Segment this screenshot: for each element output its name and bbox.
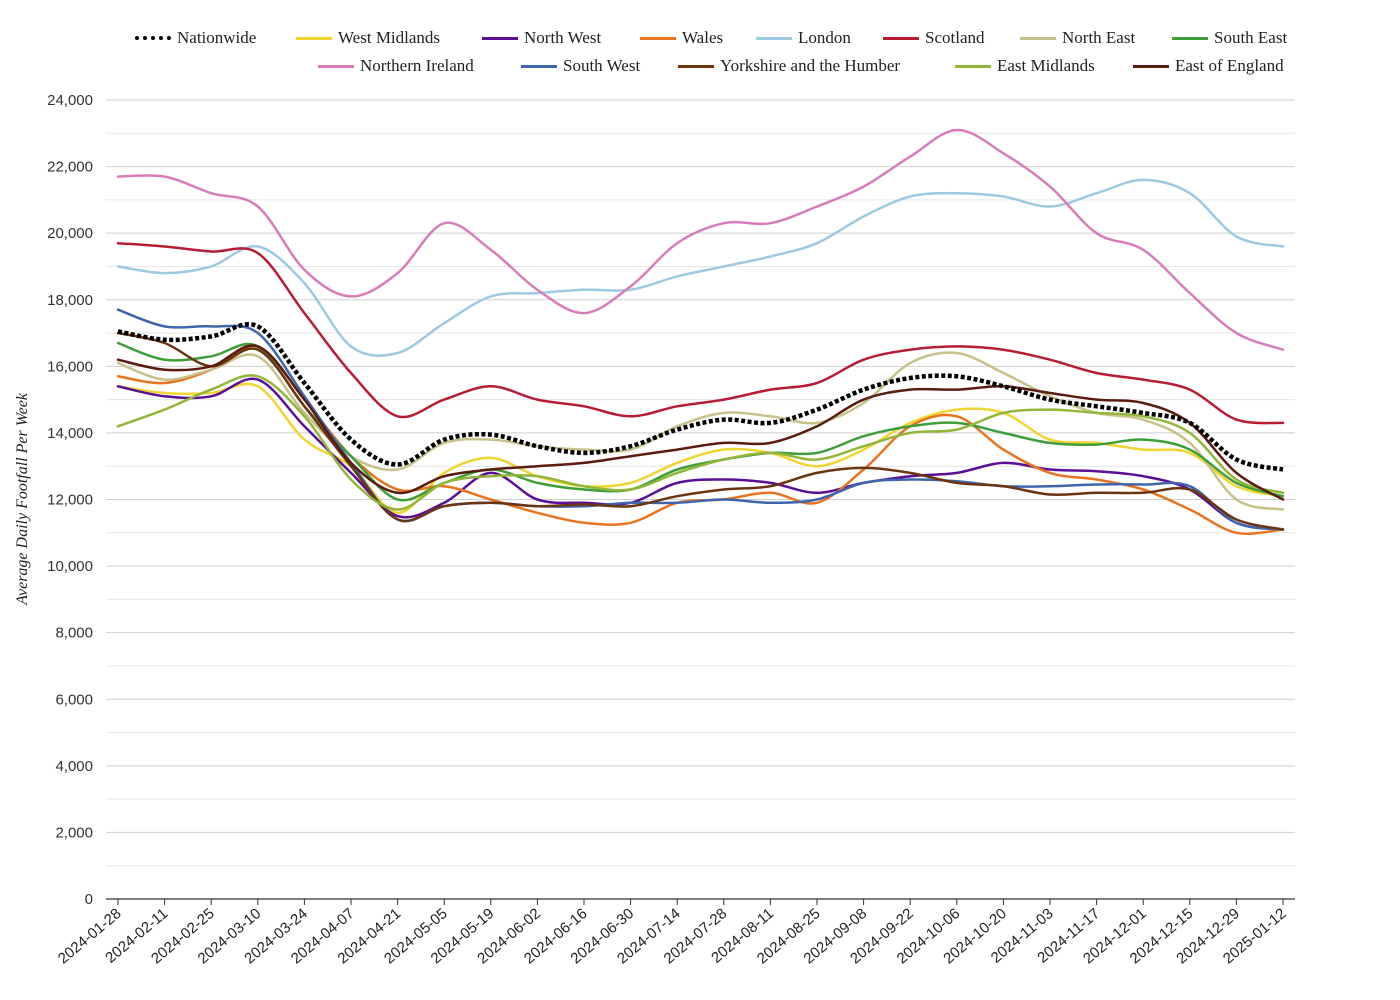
series-line-scotland	[116, 241, 1285, 425]
y-tick-label: 20,000	[47, 225, 93, 242]
y-tick-label: 16,000	[47, 358, 93, 375]
legend-item-east-of-england: East of England	[1133, 56, 1284, 76]
legend-label: London	[798, 28, 851, 47]
series-lines	[116, 128, 1285, 535]
legend-swatch	[955, 64, 991, 68]
y-tick-label: 18,000	[47, 292, 93, 309]
series-line-london	[116, 178, 1285, 357]
legend-row: Northern Ireland South West Yorkshire and …	[0, 56, 1400, 84]
y-tick-label: 2,000	[55, 824, 93, 841]
legend-item-northern-ireland: Northern Ireland	[318, 56, 474, 76]
legend-swatch	[318, 64, 354, 68]
legend-label: Wales	[682, 28, 724, 47]
legend-label: North East	[1062, 28, 1136, 47]
legend-swatch	[296, 36, 332, 40]
y-tick-label: 22,000	[47, 159, 93, 176]
legend-label: North West	[524, 28, 602, 47]
legend-item-scotland: Scotland	[883, 28, 985, 48]
legend-item-north-west: North West	[482, 28, 601, 48]
legend-label: Yorkshire and the Humber	[720, 56, 901, 75]
legend-label: South West	[563, 56, 641, 75]
legend-label: East of England	[1175, 56, 1284, 75]
series-line-yorkshire-and-the-humber	[116, 331, 1285, 531]
series-line-east-midlands	[116, 374, 1285, 511]
legend-item-south-east: South East	[1172, 28, 1287, 48]
legend-item-north-east: North East	[1020, 28, 1135, 48]
legend-swatch	[135, 36, 171, 40]
legend-item-nationwide: Nationwide	[135, 28, 256, 48]
y-tick-label: 14,000	[47, 425, 93, 442]
series-line-northern-ireland	[116, 128, 1285, 351]
legend-swatch	[1020, 36, 1056, 40]
legend-swatch	[756, 36, 792, 40]
legend-swatch	[883, 36, 919, 40]
y-tick-label: 0	[85, 891, 93, 908]
legend-item-yorkshire-and-the-humber: Yorkshire and the Humber	[678, 56, 900, 76]
y-axis: 0 2,000 4,000 6,000 8,000 10,000 12,000 14,000 1…	[47, 92, 93, 908]
y-tick-label: 10,000	[47, 558, 93, 575]
series-line-south-west	[116, 308, 1285, 531]
legend-swatch	[640, 36, 676, 40]
legend-row: Nationwide West Midlands North West Wales Lo…	[0, 28, 1400, 56]
legend-item-south-west: South West	[521, 56, 640, 76]
legend-swatch	[521, 64, 557, 68]
series-line-west-midlands	[116, 382, 1285, 515]
legend-label: East Midlands	[997, 56, 1095, 75]
y-tick-label: 6,000	[55, 691, 93, 708]
legend-label: Northern Ireland	[360, 56, 474, 75]
y-tick-label: 4,000	[55, 758, 93, 775]
legend-item-east-midlands: East Midlands	[955, 56, 1095, 76]
chart-legend: Nationwide West Midlands North West Wales Lo…	[0, 28, 1400, 84]
legend-swatch	[1133, 64, 1169, 68]
series-line-north-west	[116, 377, 1285, 531]
series-line-nationwide	[117, 322, 1284, 472]
x-axis: 2024-01-282024-02-112024-02-252024-03-10…	[55, 898, 1295, 967]
y-tick-label: 12,000	[47, 492, 93, 509]
legend-item-west-midlands: West Midlands	[296, 28, 440, 48]
legend-swatch	[1172, 36, 1208, 40]
legend-swatch	[678, 64, 714, 68]
legend-item-london: London	[756, 28, 851, 48]
legend-label: Nationwide	[177, 28, 257, 47]
legend-label: South East	[1214, 28, 1288, 47]
legend-swatch	[482, 36, 518, 40]
legend-label: Scotland	[925, 28, 985, 47]
series-line-east-of-england	[116, 344, 1285, 501]
y-tick-label: 8,000	[55, 625, 93, 642]
legend-item-wales: Wales	[640, 28, 723, 48]
legend-label: West Midlands	[338, 28, 441, 47]
y-tick-label: 24,000	[47, 92, 93, 109]
y-axis-label: Average Daily Footfall Per Week	[14, 392, 31, 606]
